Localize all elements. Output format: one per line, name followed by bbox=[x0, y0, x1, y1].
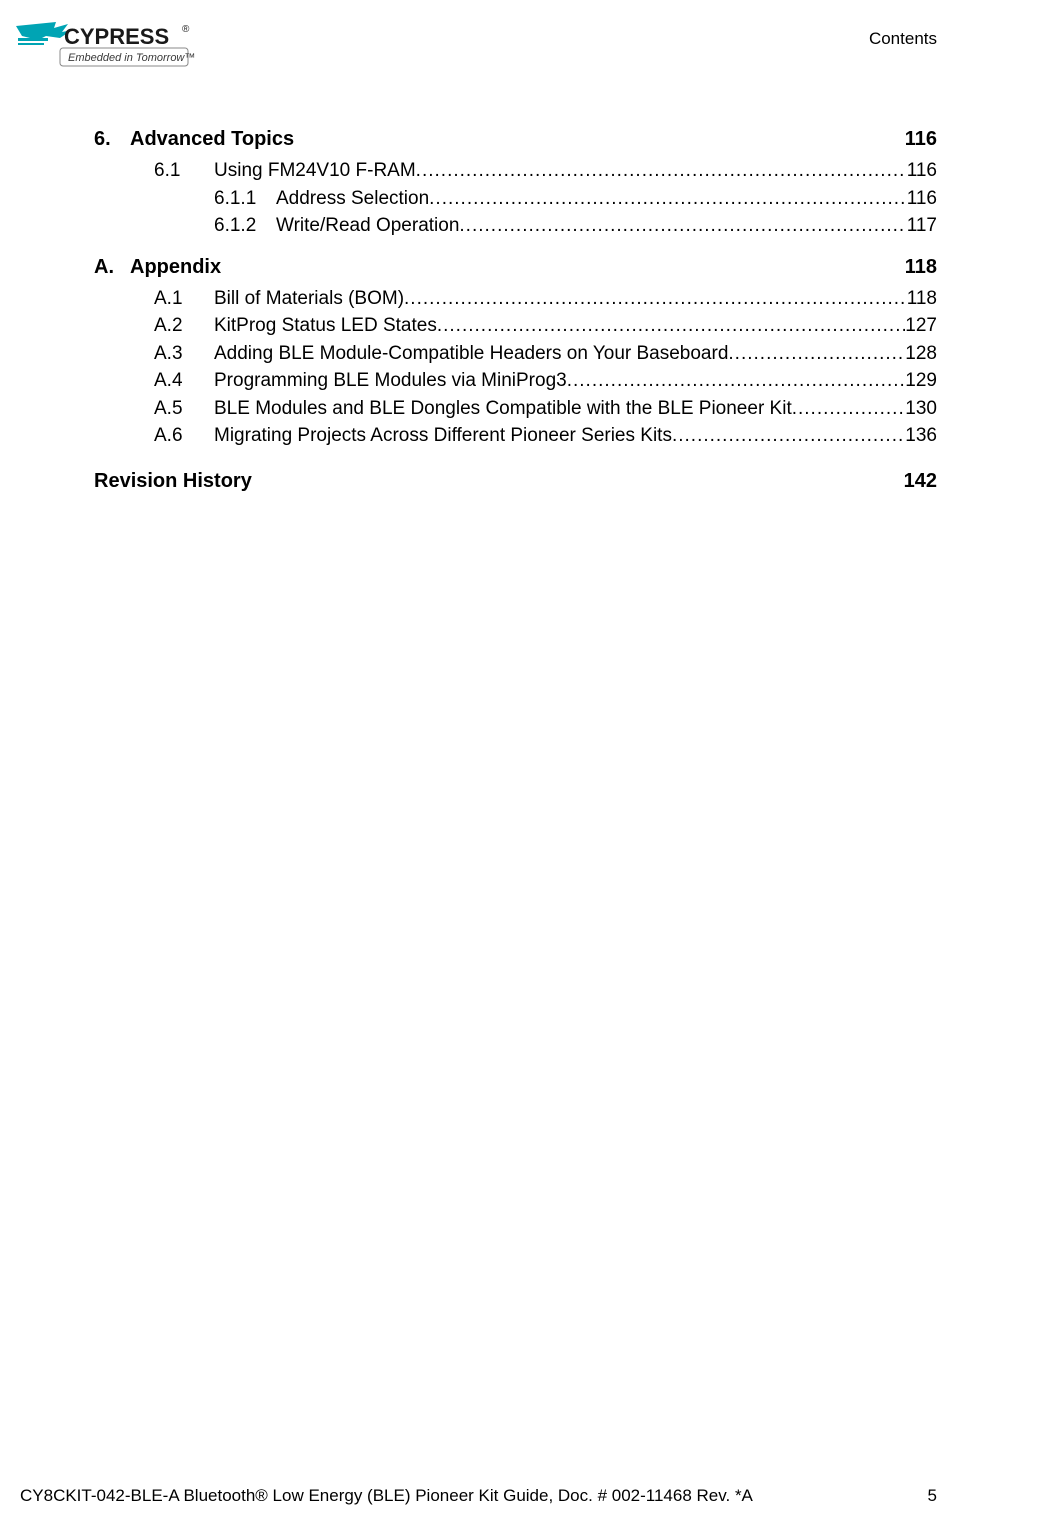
toc-subentry-title: Address Selection bbox=[276, 185, 429, 213]
toc-entry-title: Migrating Projects Across Different Pion… bbox=[214, 422, 672, 450]
toc-section-page: 116 bbox=[905, 128, 937, 151]
toc-entry-num: A.6 bbox=[154, 422, 214, 450]
toc-entry-page: 116 bbox=[907, 157, 937, 185]
toc-revision-row: Revision History 142 bbox=[94, 470, 937, 493]
toc-entry-title: KitProg Status LED States bbox=[214, 312, 437, 340]
toc-section-row: 6. Advanced Topics 116 bbox=[94, 128, 937, 151]
logo-reg-mark: ® bbox=[182, 24, 190, 35]
toc-subentry-num: 6.1.1 bbox=[214, 185, 276, 213]
dot-leader bbox=[792, 395, 906, 423]
toc-subentry-page: 116 bbox=[907, 185, 937, 213]
toc-revision-title: Revision History bbox=[94, 470, 252, 493]
dot-leader bbox=[728, 340, 905, 368]
toc-entry-page: 129 bbox=[905, 367, 937, 395]
toc-section-page: 118 bbox=[905, 256, 937, 279]
toc-revision-page: 142 bbox=[904, 470, 937, 493]
cypress-logo-svg: CYPRESS ® Embedded in Tomorrow™ bbox=[10, 14, 195, 78]
dot-leader bbox=[672, 422, 905, 450]
toc-subentry-page: 117 bbox=[907, 212, 937, 240]
toc-entry-num: A.1 bbox=[154, 285, 214, 313]
footer-page-number: 5 bbox=[928, 1486, 937, 1506]
toc-entry-title: Programming BLE Modules via MiniProg3 bbox=[214, 367, 567, 395]
toc-subentry-title: Write/Read Operation bbox=[276, 212, 459, 240]
toc-entry-title: Bill of Materials (BOM) bbox=[214, 285, 404, 313]
page-footer: CY8CKIT-042-BLE-A Bluetooth® Low Energy … bbox=[20, 1486, 937, 1506]
table-of-contents: 6. Advanced Topics 116 6.1 Using FM24V10… bbox=[94, 112, 937, 493]
dot-leader bbox=[404, 285, 907, 313]
logo-brand-text: CYPRESS bbox=[64, 24, 169, 49]
toc-entry-page: 130 bbox=[905, 395, 937, 423]
toc-entry-row: A.4 Programming BLE Modules via MiniProg… bbox=[94, 367, 937, 395]
footer-doc-id: CY8CKIT-042-BLE-A Bluetooth® Low Energy … bbox=[20, 1486, 753, 1506]
toc-subentry-row: 6.1.2 Write/Read Operation 117 bbox=[94, 212, 937, 240]
toc-entry-num: A.4 bbox=[154, 367, 214, 395]
toc-section-title: Advanced Topics bbox=[130, 128, 294, 151]
toc-entry-row: A.3 Adding BLE Module-Compatible Headers… bbox=[94, 340, 937, 368]
toc-entry-row: A.1 Bill of Materials (BOM) 118 bbox=[94, 285, 937, 313]
dot-leader bbox=[429, 185, 907, 213]
toc-entry-page: 136 bbox=[905, 422, 937, 450]
toc-entry-num: A.2 bbox=[154, 312, 214, 340]
dot-leader bbox=[567, 367, 906, 395]
toc-subentry-num: 6.1.2 bbox=[214, 212, 276, 240]
dot-leader bbox=[416, 157, 907, 185]
page-header: CYPRESS ® Embedded in Tomorrow™ Contents bbox=[10, 14, 937, 84]
document-page: CYPRESS ® Embedded in Tomorrow™ Contents… bbox=[0, 0, 1037, 1528]
toc-entry-num: 6.1 bbox=[154, 157, 214, 185]
toc-entry-page: 127 bbox=[905, 312, 937, 340]
dot-leader bbox=[459, 212, 906, 240]
toc-section-title: Appendix bbox=[130, 256, 221, 279]
logo-tagline: Embedded in Tomorrow™ bbox=[68, 52, 195, 64]
toc-section-num: 6. bbox=[94, 128, 130, 151]
toc-subentry-row: 6.1.1 Address Selection 116 bbox=[94, 185, 937, 213]
toc-entry-page: 128 bbox=[905, 340, 937, 368]
header-section-label: Contents bbox=[869, 29, 937, 49]
toc-entry-num: A.5 bbox=[154, 395, 214, 423]
toc-entry-title: BLE Modules and BLE Dongles Compatible w… bbox=[214, 395, 792, 423]
dot-leader bbox=[437, 312, 905, 340]
toc-entry-row: A.5 BLE Modules and BLE Dongles Compatib… bbox=[94, 395, 937, 423]
toc-entry-num: A.3 bbox=[154, 340, 214, 368]
cypress-logo: CYPRESS ® Embedded in Tomorrow™ bbox=[10, 14, 195, 74]
toc-entry-row: A.2 KitProg Status LED States 127 bbox=[94, 312, 937, 340]
toc-entry-row: 6.1 Using FM24V10 F-RAM 116 bbox=[94, 157, 937, 185]
toc-section-num: A. bbox=[94, 256, 130, 279]
toc-entry-title: Using FM24V10 F-RAM bbox=[214, 157, 416, 185]
toc-entry-title: Adding BLE Module-Compatible Headers on … bbox=[214, 340, 728, 368]
toc-section-row: A. Appendix 118 bbox=[94, 256, 937, 279]
toc-entry-row: A.6 Migrating Projects Across Different … bbox=[94, 422, 937, 450]
toc-entry-page: 118 bbox=[907, 285, 937, 313]
